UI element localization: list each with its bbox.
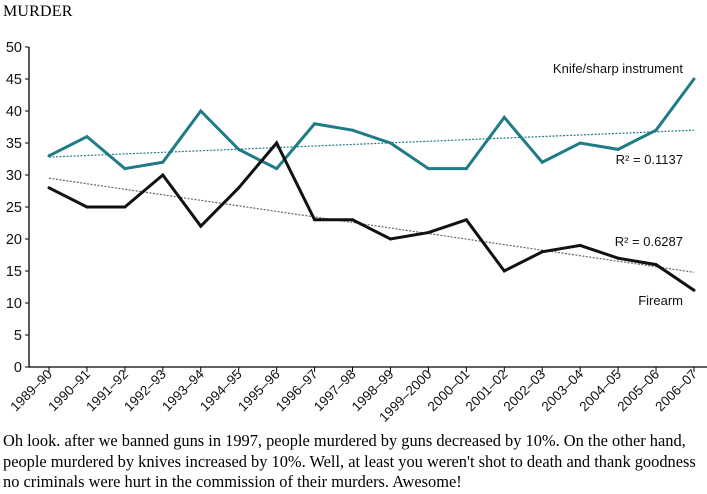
- knife-data-point: [540, 160, 544, 164]
- firearm-data-point: [426, 231, 430, 235]
- knife-data-point: [351, 128, 355, 132]
- firearm-data-point: [123, 205, 127, 209]
- y-tick-label: 5: [14, 328, 22, 344]
- knife-data-point: [578, 141, 582, 145]
- firearm-data-point: [388, 237, 392, 241]
- data-series: [47, 77, 696, 292]
- firearm-data-point: [161, 173, 165, 177]
- firearm-trend-line: [48, 177, 695, 273]
- chart-axes: 051015202530354045501989–901990–911991–9…: [6, 40, 707, 425]
- firearm-data-point: [47, 186, 51, 190]
- page-title: MURDER: [3, 3, 73, 20]
- series-labels: Knife/sharp instrument R² = 0.1137 R² = 0.…: [553, 61, 683, 308]
- knife-data-point: [275, 167, 279, 171]
- knife-data-point: [502, 115, 506, 119]
- y-tick-label: 0: [14, 360, 22, 376]
- knife-data-point: [161, 160, 165, 164]
- y-tick-label: 45: [6, 72, 22, 88]
- firearm-data-point: [85, 205, 89, 209]
- knife-data-point: [313, 122, 317, 126]
- knife-data-point: [388, 141, 392, 145]
- firearm-data-point: [199, 224, 203, 228]
- knife-data-point: [85, 135, 89, 139]
- knife-data-point: [123, 167, 127, 171]
- firearm-data-point: [616, 256, 620, 260]
- firearm-data-point: [692, 288, 696, 292]
- knife-data-point: [47, 154, 51, 158]
- y-tick-label: 35: [6, 136, 22, 152]
- knife-data-point: [616, 147, 620, 151]
- firearm-series-label: Firearm: [638, 293, 683, 308]
- firearm-data-point: [578, 243, 582, 247]
- knife-series-line: [48, 78, 696, 171]
- knife-series-label: Knife/sharp instrument: [553, 61, 683, 76]
- y-tick-label: 40: [6, 104, 22, 120]
- knife-data-point: [199, 109, 203, 113]
- y-tick-label: 20: [6, 232, 22, 248]
- caption-text: Oh look. after we banned guns in 1997, p…: [3, 431, 696, 491]
- firearm-data-point: [237, 186, 241, 190]
- y-tick-label: 25: [6, 200, 22, 216]
- firearm-data-point: [313, 218, 317, 222]
- y-tick-label: 10: [6, 296, 22, 312]
- knife-trend-line: [48, 129, 695, 158]
- firearm-data-point: [654, 263, 658, 267]
- knife-data-point: [426, 167, 430, 171]
- firearm-data-point: [464, 218, 468, 222]
- knife-r2-label: R² = 0.1137: [616, 152, 683, 167]
- knife-data-point: [237, 147, 241, 151]
- trend-lines: [48, 129, 695, 273]
- knife-data-point: [654, 128, 658, 132]
- firearm-data-point: [351, 218, 355, 222]
- firearm-series-line: [48, 140, 695, 292]
- murder-line-chart: 051015202530354045501989–901990–911991–9…: [6, 40, 707, 425]
- knife-data-point: [464, 167, 468, 171]
- firearm-data-point: [540, 250, 544, 254]
- firearm-data-point: [502, 269, 506, 273]
- y-tick-label: 30: [6, 168, 22, 184]
- x-tick-label: 2006–07: [652, 367, 700, 415]
- y-tick-label: 50: [6, 40, 22, 56]
- firearm-r2-label: R² = 0.6287: [615, 234, 683, 249]
- firearm-data-point: [275, 141, 279, 145]
- knife-data-point: [692, 77, 696, 81]
- y-tick-label: 15: [6, 264, 22, 280]
